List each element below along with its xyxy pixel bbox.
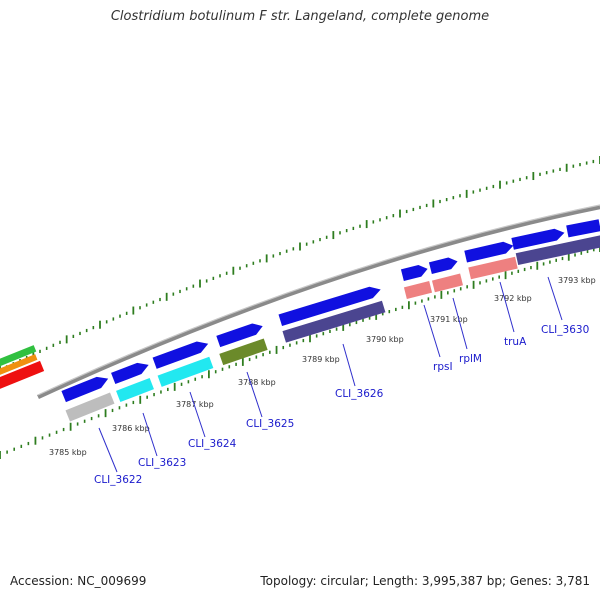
gene-forward-2[interactable]	[111, 359, 151, 385]
cds-pink-2[interactable]	[431, 273, 464, 293]
cds-cyan-1[interactable]	[116, 377, 154, 403]
gene-labels: CLI_3622 CLI_3623 CLI_3624 CLI_3625 CLI_…	[94, 324, 589, 486]
gene-label-cli-3630[interactable]: CLI_3630	[541, 324, 589, 336]
leader-line	[246, 371, 263, 418]
genome-backbone-highlight	[37, 204, 600, 396]
cds-gray[interactable]	[65, 392, 115, 422]
kbp-label: 3789 kbp	[302, 355, 340, 364]
kbp-label: 3786 kbp	[112, 424, 150, 433]
gene-forward-6[interactable]	[400, 263, 429, 281]
gene-label-cli-3626[interactable]: CLI_3626	[335, 388, 384, 400]
kbp-label: 3785 kbp	[49, 448, 87, 457]
gene-label-cli-3623[interactable]: CLI_3623	[138, 457, 186, 469]
map-title: Clostridium botulinum F str. Langeland, …	[110, 9, 490, 24]
gene-forward-4[interactable]	[216, 321, 264, 348]
gene-forward-7[interactable]	[428, 256, 459, 274]
gene-forward-9[interactable]	[511, 227, 565, 250]
gene-forward-10[interactable]	[566, 219, 600, 238]
cds-pink-1[interactable]	[403, 281, 433, 299]
gene-forward-8[interactable]	[464, 240, 514, 263]
kbp-label: 3792 kbp	[494, 294, 532, 303]
gene-forward-5[interactable]	[278, 284, 383, 326]
left-red-feature	[0, 360, 45, 391]
gene-label-rpsi[interactable]: rpsI	[433, 361, 453, 373]
outer-tick-row	[0, 156, 600, 374]
kbp-label: 3788 kbp	[238, 378, 276, 387]
kbp-label: 3790 kbp	[366, 335, 404, 344]
leader-line	[423, 304, 441, 358]
gene-label-rplm[interactable]: rplM	[459, 353, 482, 365]
cds-olive[interactable]	[219, 338, 268, 366]
cds-cyan-2[interactable]	[157, 356, 214, 387]
leader-line	[142, 412, 158, 457]
cds-track	[65, 234, 600, 422]
leader-lines	[98, 276, 563, 473]
accession-text: Accession: NC_009699	[10, 574, 147, 588]
gene-forward-3[interactable]	[152, 338, 211, 369]
leader-line	[189, 391, 206, 438]
leader-line	[342, 343, 356, 387]
gene-label-cli-3622[interactable]: CLI_3622	[94, 474, 142, 486]
kbp-label: 3787 kbp	[176, 400, 214, 409]
kbp-label: 3793 kbp	[558, 276, 596, 285]
left-orange-feature	[0, 354, 38, 379]
cds-pink-3[interactable]	[468, 256, 518, 280]
gene-forward-1[interactable]	[61, 373, 110, 403]
genome-backbone	[37, 204, 600, 400]
left-green-feature	[0, 345, 37, 372]
leader-line	[98, 427, 118, 473]
kbp-label: 3791 kbp	[430, 315, 468, 324]
gene-label-trua[interactable]: truA	[504, 336, 527, 348]
cds-navy-2[interactable]	[515, 234, 600, 266]
leader-line	[452, 297, 468, 350]
leader-line	[547, 276, 563, 321]
kbp-labels: 3785 kbp 3786 kbp 3787 kbp 3788 kbp 3789…	[49, 276, 596, 457]
cds-navy-1[interactable]	[282, 300, 386, 343]
gene-label-cli-3625[interactable]: CLI_3625	[246, 418, 294, 430]
genome-summary: Topology: circular; Length: 3,995,387 bp…	[260, 574, 590, 588]
left-feature-tracks	[0, 345, 45, 391]
leader-line	[499, 281, 515, 333]
inner-tick-row	[0, 244, 600, 459]
gene-label-cli-3624[interactable]: CLI_3624	[188, 438, 237, 450]
forward-genes	[61, 219, 600, 403]
